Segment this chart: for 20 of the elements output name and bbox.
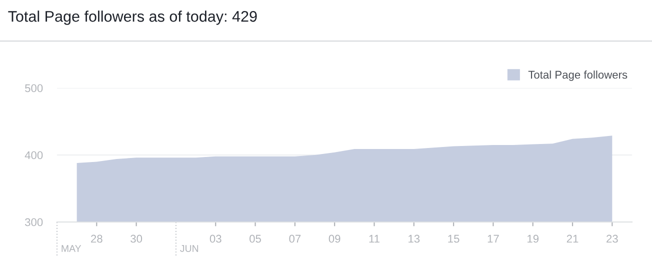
y-tick-label: 500 [25,84,43,92]
x-tick-label: 07 [289,234,301,243]
legend-label: Total Page followers [528,70,628,81]
x-tick-label: 30 [130,234,142,243]
y-tick-label: 300 [25,218,43,226]
y-tick-label: 400 [24,151,43,160]
x-tick-label: 11 [369,234,380,243]
x-tick-label: 13 [408,234,420,243]
x-tick-label: 03 [210,234,222,243]
x-tick-label: 28 [91,234,102,243]
x-tick-label: 23 [606,234,618,243]
x-tick-label: 19 [528,234,539,243]
text: JUN [180,245,198,252]
x-tick-label: 21 [566,234,578,243]
x-tick-label: 15 [448,234,460,243]
x-tick-label: 05 [250,234,261,243]
x-tick-label: 09 [328,234,340,243]
x-tick-label: 17 [488,234,499,243]
text: MAY [62,245,82,252]
chart-title: Total Page followers as of today: 429 [8,10,257,25]
